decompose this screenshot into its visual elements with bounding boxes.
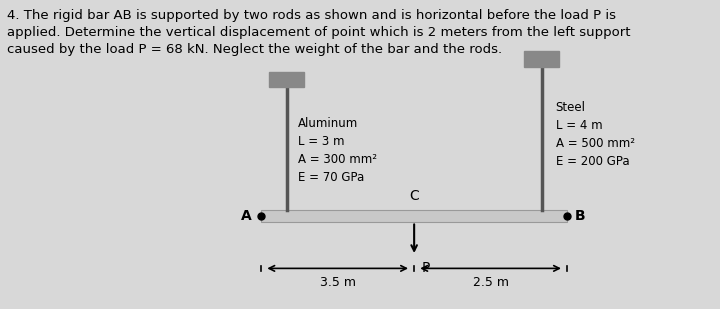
Text: A: A	[241, 209, 252, 223]
Bar	[269, 72, 305, 87]
Text: B: B	[575, 209, 585, 223]
Text: 3.5 m: 3.5 m	[320, 276, 356, 289]
Bar	[261, 210, 567, 222]
Text: Steel
L = 4 m
A = 500 mm²
E = 200 GPa: Steel L = 4 m A = 500 mm² E = 200 GPa	[556, 101, 634, 168]
Text: 4. The rigid bar AB is supported by two rods as shown and is horizontal before t: 4. The rigid bar AB is supported by two …	[7, 9, 631, 56]
Text: C: C	[409, 189, 419, 203]
Text: P: P	[422, 261, 430, 275]
Bar	[524, 51, 559, 66]
Text: Aluminum
L = 3 m
A = 300 mm²
E = 70 GPa: Aluminum L = 3 m A = 300 mm² E = 70 GPa	[298, 117, 377, 184]
Text: 2.5 m: 2.5 m	[472, 276, 508, 289]
